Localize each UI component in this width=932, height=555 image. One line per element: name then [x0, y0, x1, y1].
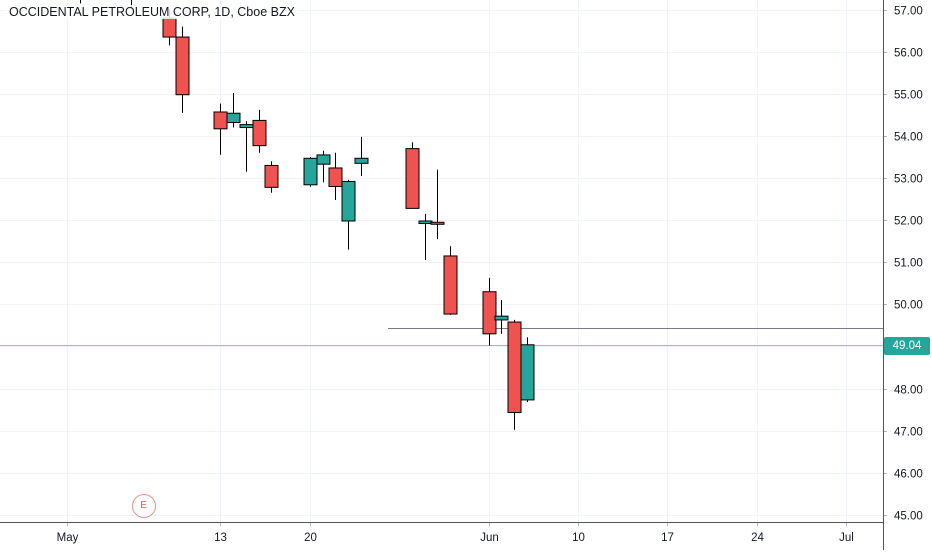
candle[interactable] — [507, 319, 522, 430]
x-tick-label: 20 — [304, 532, 317, 544]
y-tick-label: 45.00 — [894, 511, 923, 523]
horizontal-level-layer[interactable] — [0, 328, 883, 346]
candle[interactable] — [239, 121, 254, 172]
candle[interactable] — [252, 109, 267, 153]
candle[interactable] — [125, 0, 138, 8]
candle[interactable] — [175, 26, 190, 113]
y-tick-label: 47.00 — [894, 427, 923, 439]
candle-body — [213, 111, 228, 130]
y-tick-label: 54.00 — [894, 132, 923, 144]
x-tick-label: May — [57, 532, 79, 544]
candle-body — [443, 255, 458, 315]
candle[interactable] — [443, 246, 458, 315]
x-tick-label: Jul — [839, 532, 854, 544]
candle-body — [494, 315, 509, 321]
y-tick-label: 53.00 — [894, 174, 923, 186]
x-tick-label: 24 — [751, 532, 764, 544]
earnings-marker[interactable]: E — [131, 494, 156, 518]
candle-body — [316, 154, 331, 165]
candle-body — [418, 220, 433, 225]
candle[interactable] — [162, 9, 177, 46]
candle-body — [252, 119, 267, 147]
candle[interactable] — [354, 136, 369, 176]
earnings-marker-label: E — [140, 500, 147, 511]
candles-layer — [74, 0, 535, 430]
candle[interactable] — [430, 169, 445, 240]
x-tick-label: 10 — [572, 532, 585, 544]
candle-body — [520, 344, 535, 401]
x-tick-label: 17 — [661, 532, 674, 544]
candle-body — [405, 148, 420, 209]
y-tick-label: 56.00 — [894, 48, 923, 60]
candle-body — [430, 221, 445, 225]
candle[interactable] — [494, 300, 509, 334]
y-tick-label: 57.00 — [894, 6, 923, 18]
candle[interactable] — [303, 157, 318, 187]
y-tick-label: 46.00 — [894, 469, 923, 481]
chart-title: OCCIDENTAL PETROLEUM CORP, 1D, Cboe BZX — [6, 5, 298, 19]
y-tick-label: 51.00 — [894, 258, 923, 270]
candle[interactable] — [264, 161, 279, 193]
y-tick-label: 52.00 — [894, 216, 923, 228]
candle-body — [482, 291, 497, 335]
candle[interactable] — [328, 152, 343, 200]
candle[interactable] — [213, 103, 228, 155]
candle[interactable] — [418, 213, 433, 261]
candle-body — [175, 36, 190, 96]
candle-body — [162, 17, 177, 38]
candle-body — [341, 180, 356, 222]
candle[interactable] — [226, 93, 241, 128]
candle[interactable] — [520, 337, 535, 403]
x-tick-label: Jun — [480, 532, 499, 544]
candle-body — [507, 321, 522, 414]
candle[interactable] — [316, 150, 331, 183]
candle[interactable] — [74, 0, 87, 4]
candle-body — [328, 167, 343, 187]
y-tick-label: 50.00 — [894, 300, 923, 312]
candle-body — [226, 112, 241, 124]
candle[interactable] — [405, 142, 420, 209]
candle-body — [264, 164, 279, 188]
candle[interactable] — [482, 277, 497, 346]
candle-body — [354, 157, 369, 164]
current-price-badge: 49.04 — [884, 336, 930, 355]
candle-body — [239, 124, 254, 129]
candle-body — [303, 157, 318, 186]
y-tick-label: 55.00 — [894, 90, 923, 102]
candle[interactable] — [341, 179, 356, 250]
grid-lines — [0, 0, 883, 522]
y-tick-label: 48.00 — [894, 385, 923, 397]
x-tick-label: 13 — [214, 532, 227, 544]
